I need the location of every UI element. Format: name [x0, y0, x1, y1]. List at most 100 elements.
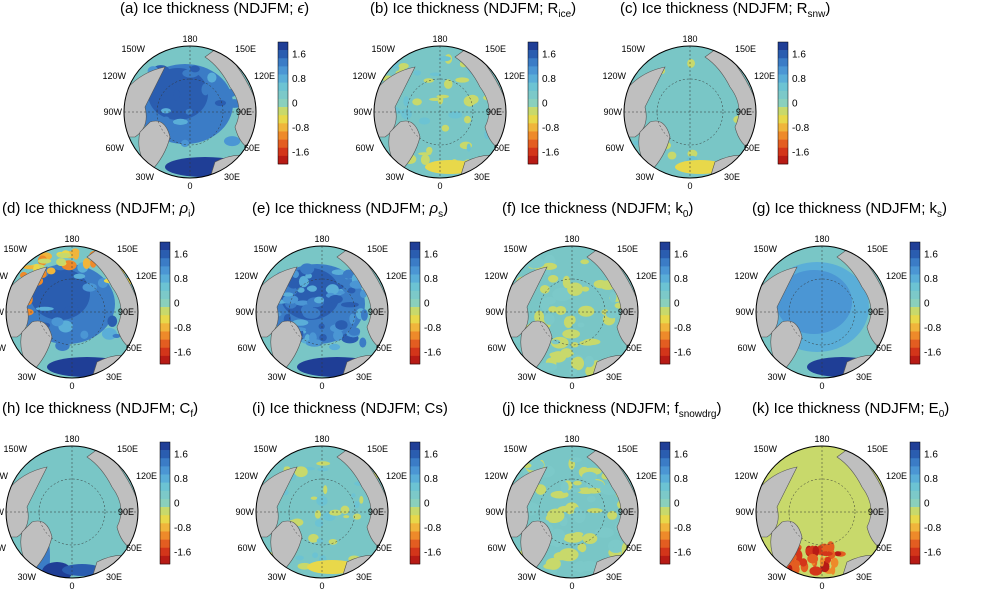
colorbar-tick-label: -1.6 [174, 547, 192, 558]
colorbar-segment [660, 298, 670, 308]
colorbar-segment [528, 147, 538, 157]
colorbar-segment [410, 290, 420, 300]
polar-map: 180 0 150W 150E 120W 120E 90W 90E 60W 60E 30W 30E 1.… [734, 434, 942, 591]
longitude-label: 90E [118, 507, 134, 517]
title-text: (k) Ice thickness (NDJFM; E [752, 400, 939, 417]
longitude-label: 180 [182, 34, 197, 44]
longitude-label: 60W [0, 543, 6, 553]
colorbar-outline [909, 241, 921, 365]
colorbar-segment [660, 555, 670, 565]
title-text: (a) Ice thickness (NDJFM; [120, 0, 298, 17]
colorbar-segment [910, 323, 920, 332]
colorbar-segment [410, 250, 420, 259]
colorbar-segment [410, 347, 420, 357]
colorbar-segment [660, 482, 670, 492]
polar-map: 180 0 150W 150E 120W 120E 90W 90E 60W 60E 30W 30E 1.… [234, 234, 442, 391]
polar-map: 180 0 150W 150E 120W 120E 90W 90E 60W 60E 30W 30E 1.… [102, 34, 310, 191]
colorbar-segment [160, 490, 170, 500]
colorbar-outline [527, 41, 539, 165]
polar-map: 180 0 150W 150E 120W 120E 90W 90E 60W 60E 30W 30E 1.… [234, 434, 442, 591]
colorbar-segment [528, 123, 538, 132]
colorbar-segment [660, 523, 670, 532]
colorbar-outline [777, 41, 789, 165]
colorbar-segment [660, 474, 670, 483]
colorbar: 1.6 0.8 0 -0.8 -1.6 [159, 441, 192, 565]
colorbar-segment [910, 507, 920, 516]
longitude-label: 60W [487, 343, 506, 353]
longitude-label: 60E [494, 143, 510, 153]
map-outline [123, 45, 257, 179]
colorbar-tick-label: -0.8 [924, 323, 942, 334]
title-symbol: ϵ [297, 0, 305, 17]
colorbar-segment [410, 339, 420, 349]
colorbar-tick-label: -0.8 [424, 323, 442, 334]
longitude-label: 120W [102, 71, 126, 81]
colorbar-segment [410, 507, 420, 516]
colorbar-segment [660, 266, 670, 275]
colorbar-outline [277, 41, 289, 165]
graticule [756, 246, 888, 378]
colorbar-segment [160, 523, 170, 532]
longitude-label: 150W [503, 244, 527, 254]
colorbar-segment [278, 115, 288, 124]
title-subscript: 0 [938, 409, 945, 420]
colorbar-segment [910, 450, 920, 459]
longitude-label: 180 [814, 434, 829, 444]
longitude-label: 90W [603, 107, 622, 117]
panel-title: (b) Ice thickness (NDJFM; Rice) [370, 0, 576, 20]
colorbar-segment [778, 74, 788, 83]
longitude-label: 30W [17, 372, 36, 382]
colorbar-segment [160, 347, 170, 357]
colorbar-segment [278, 139, 288, 149]
colorbar-segment [910, 298, 920, 308]
colorbar-segment [910, 355, 920, 365]
colorbar-tick-label: -1.6 [424, 547, 442, 558]
polar-map: 180 0 150W 150E 120W 120E 90W 90E 60W 60E 30W 30E 1.… [0, 434, 192, 591]
title-subscript: i [188, 209, 191, 220]
colorbar-segment [910, 523, 920, 532]
title-text: (b) Ice thickness (NDJFM; R [370, 0, 559, 17]
colorbar: 1.6 0.8 0 -0.8 -1.6 [659, 241, 692, 365]
colorbar-tick-label: 0.8 [674, 274, 688, 285]
colorbar-segment [910, 315, 920, 324]
longitude-label: 120E [254, 71, 275, 81]
colorbar-segment [660, 507, 670, 516]
colorbar-segment [160, 482, 170, 492]
colorbar-tick-label: 0.8 [292, 74, 306, 85]
colorbar-segment [910, 347, 920, 357]
graticule [624, 46, 756, 178]
longitude-label: 90W [103, 107, 122, 117]
colorbar-segment [278, 50, 288, 59]
longitude-label: 150W [753, 244, 777, 254]
panel-title: (i) Ice thickness (NDJFM; Cs) [252, 400, 448, 417]
longitude-label: 0 [437, 181, 442, 191]
colorbar-tick-label: -0.8 [292, 123, 310, 134]
title-text: (i) Ice thickness (NDJFM; Cs) [252, 400, 448, 417]
colorbar-segment [410, 547, 420, 557]
colorbar-segment [160, 290, 170, 300]
colorbar-segment [910, 498, 920, 508]
colorbar-tick-label: -0.8 [924, 523, 942, 534]
colorbar-outline [409, 241, 421, 365]
longitude-label: 150W [3, 444, 27, 454]
longitude-label: 0 [569, 581, 574, 591]
colorbar-segment [910, 290, 920, 300]
colorbar-segment [160, 323, 170, 332]
title-close: ) [825, 0, 831, 17]
longitude-label: 30W [517, 372, 536, 382]
colorbar-segment [660, 250, 670, 259]
longitude-label: 120E [636, 471, 657, 481]
longitude-label: 150E [617, 244, 638, 254]
colorbar-segment [160, 339, 170, 349]
colorbar-segment [660, 274, 670, 283]
colorbar-segment [410, 331, 420, 340]
map-outline [5, 245, 139, 379]
colorbar-segment [160, 266, 170, 275]
longitude-label: 150W [371, 44, 395, 54]
longitude-label: 30W [385, 172, 404, 182]
longitude-label: 120E [386, 471, 407, 481]
longitude-label: 90W [0, 507, 4, 517]
title-subscript: ice [558, 9, 572, 20]
longitude-label: 90E [868, 507, 884, 517]
colorbar-segment [410, 531, 420, 540]
